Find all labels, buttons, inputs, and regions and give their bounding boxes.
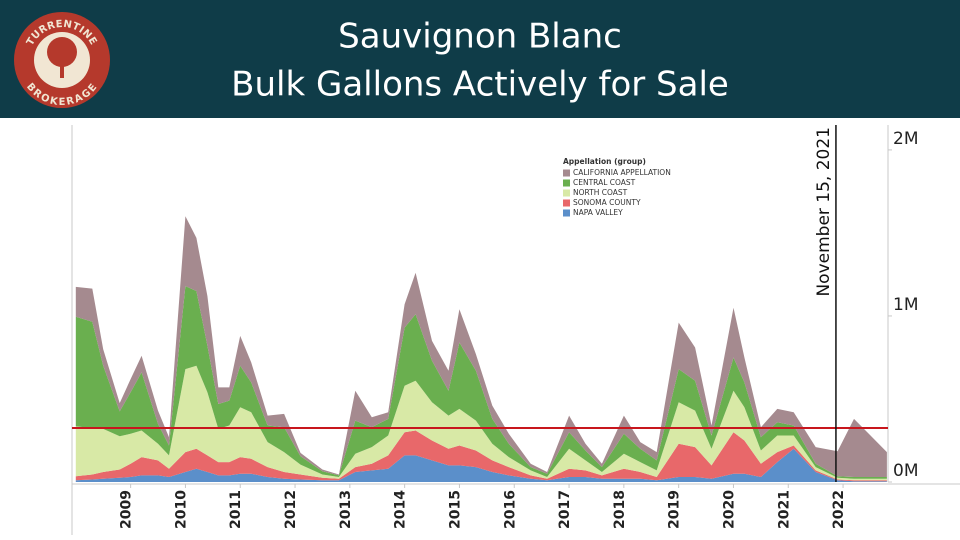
legend-swatch	[563, 209, 570, 217]
chart-title: Sauvignon Blanc	[338, 17, 622, 57]
legend-label: NORTH COAST	[573, 188, 628, 197]
legend-label: SONOMA COUNTY	[573, 198, 641, 207]
logo-tree	[47, 37, 77, 67]
area	[75, 448, 887, 482]
x-tick-label: 2010	[173, 490, 189, 529]
annotation-text: November 15, 2021	[814, 127, 834, 297]
y-tick-label: 0M	[893, 461, 918, 481]
legend-label: NAPA VALLEY	[573, 208, 623, 217]
legend-label: CENTRAL COAST	[573, 178, 636, 187]
x-tick-label: 2018	[612, 490, 628, 529]
x-tick-label: 2013	[338, 490, 354, 529]
header-bar	[0, 0, 960, 118]
x-tick-label: 2015	[447, 490, 463, 529]
x-tick-label: 2016	[502, 490, 518, 529]
legend-title: Appellation (group)	[563, 157, 646, 166]
legend-swatch	[563, 199, 570, 207]
legend-swatch	[563, 189, 570, 197]
logo: TURRENTINE BROKERAGE	[14, 12, 110, 108]
chart-subtitle: Bulk Gallons Actively for Sale	[231, 65, 729, 105]
legend-swatch	[563, 169, 570, 177]
x-tick-label: 2012	[283, 490, 299, 529]
area	[75, 430, 887, 482]
legend-swatch	[563, 179, 570, 187]
x-tick-label: 2009	[119, 490, 135, 529]
area	[75, 365, 887, 481]
x-tick-label: 2011	[228, 490, 244, 529]
x-tick-label: 2017	[557, 490, 573, 529]
x-tick-label: 2022	[831, 490, 847, 529]
x-tick-label: 2020	[721, 490, 737, 529]
y-tick-label: 1M	[893, 295, 918, 315]
logo-trunk	[60, 60, 64, 78]
x-tick-label: 2019	[667, 490, 683, 529]
area	[75, 286, 887, 479]
area	[75, 216, 887, 478]
x-tick-label: 2014	[393, 490, 409, 529]
y-tick-label: 2M	[893, 129, 918, 149]
legend-label: CALIFORNIA APPELLATION	[573, 168, 671, 177]
x-tick-label: 2021	[776, 490, 792, 529]
